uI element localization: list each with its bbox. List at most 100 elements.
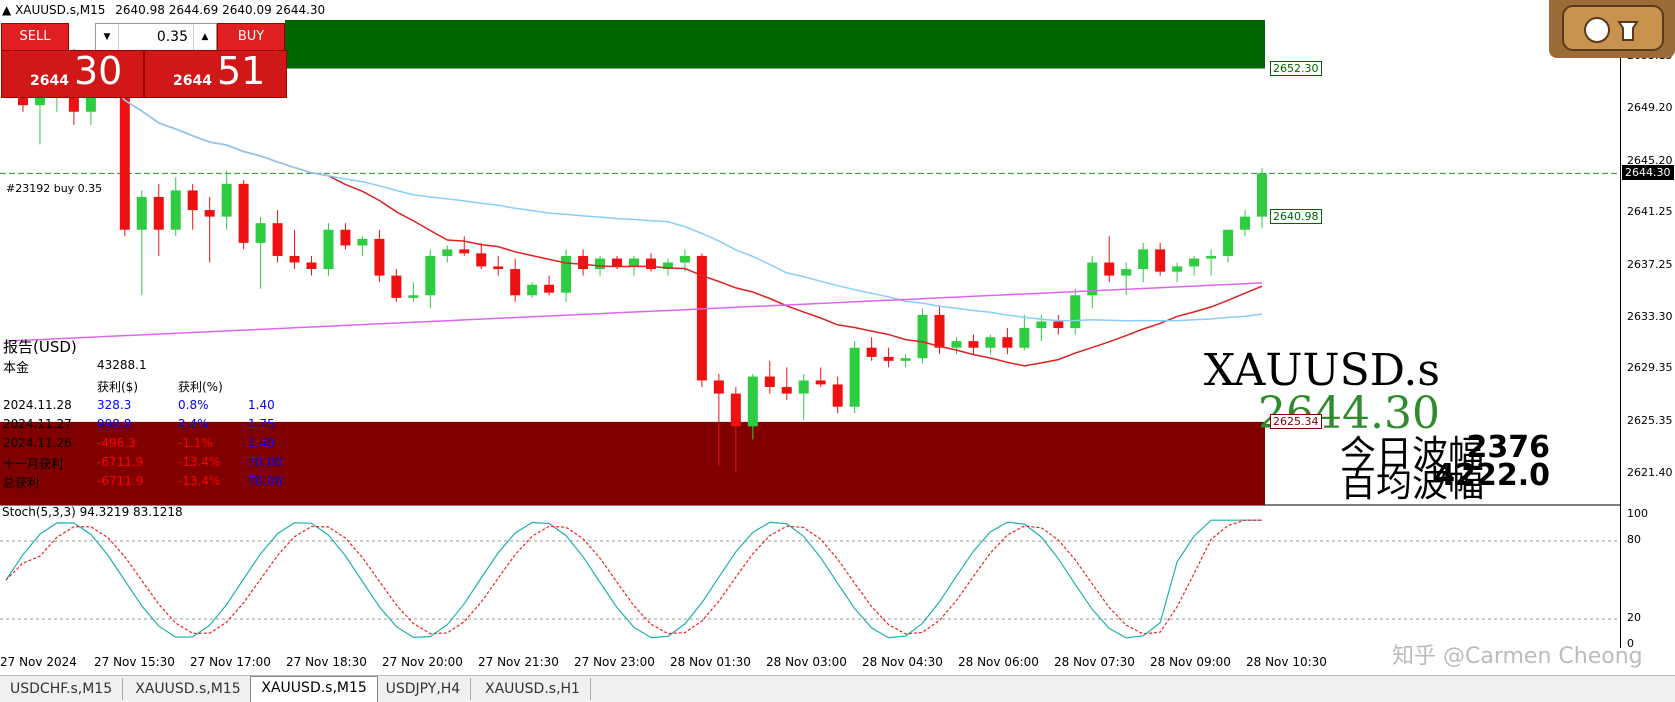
candle-body xyxy=(561,255,572,293)
candle-body xyxy=(527,284,538,296)
candle-body xyxy=(340,229,351,246)
candle-body xyxy=(425,255,436,296)
candle-body xyxy=(866,347,877,357)
price-axis-label: 2637.25 xyxy=(1627,257,1673,271)
lot-size-box[interactable]: ▼ 0.35 ▲ xyxy=(95,23,217,51)
candle-body xyxy=(1002,337,1013,348)
candle-body xyxy=(679,255,690,263)
stoch-main-line xyxy=(5,519,1262,639)
report-extra: 1.75 xyxy=(248,417,275,431)
chart-tabs: USDCHF.s,M15 XAUUSD.s,M15 XAUUSD.s,M15 USDJ… xyxy=(0,675,1675,702)
candle-body xyxy=(153,196,164,230)
time-axis-label: 27 Nov 20:00 xyxy=(382,655,463,669)
candle-body xyxy=(1019,328,1030,348)
time-axis-label: 27 Nov 15:30 xyxy=(94,655,175,669)
profit-pct-col-header: 获利(%) xyxy=(178,380,223,394)
candle-body xyxy=(119,59,130,230)
time-axis-label: 27 Nov 23:00 xyxy=(574,655,655,669)
candle-body xyxy=(1155,249,1166,272)
candle-body xyxy=(1240,216,1251,230)
candle-body xyxy=(883,356,894,361)
candle-body xyxy=(187,190,198,211)
candle-body xyxy=(272,223,283,256)
order-line-label[interactable]: #23192 buy 0.35 xyxy=(6,182,103,195)
sell-button[interactable]: SELL xyxy=(1,23,69,51)
report-date: 2024.11.26 xyxy=(3,436,72,450)
chart-tab[interactable]: XAUUSD.s,M15 xyxy=(250,676,378,702)
candle-body xyxy=(289,255,300,263)
collapse-triangle-icon[interactable]: ▲ xyxy=(2,3,12,17)
candle-body xyxy=(1104,262,1115,276)
watermark: 知乎 @Carmen Cheong xyxy=(1392,644,1643,669)
report-pct: -13.4% xyxy=(178,455,221,469)
report-profit: 328.3 xyxy=(97,398,132,412)
candle-body xyxy=(442,249,453,256)
price-chart[interactable] xyxy=(0,0,1620,675)
candle-body xyxy=(544,284,555,293)
close-price-tag: 2640.98 xyxy=(1270,208,1322,224)
candle-body xyxy=(1138,249,1149,270)
candle-body xyxy=(985,337,996,348)
candle-body xyxy=(1172,266,1183,272)
stoch-axis: 100 80 20 0 xyxy=(1620,505,1675,650)
candle-body xyxy=(968,341,979,348)
candle-body xyxy=(357,238,368,246)
report-profit: 998.8 xyxy=(97,417,132,431)
time-axis-label: 28 Nov 09:00 xyxy=(1150,655,1231,669)
report-extra: 1.40 xyxy=(248,398,275,412)
price-axis-label: 2641.25 xyxy=(1627,205,1673,219)
candle-body xyxy=(900,358,911,361)
sell-price-box[interactable]: 2644 30 xyxy=(1,49,144,98)
candle-body xyxy=(951,341,962,348)
candle-body xyxy=(476,253,487,267)
candle-body xyxy=(730,393,741,427)
price-axis-label: 2629.35 xyxy=(1627,361,1673,375)
candle-body xyxy=(1087,262,1098,296)
candle-body xyxy=(204,210,215,217)
time-axis-label: 28 Nov 07:30 xyxy=(1054,655,1135,669)
chart-area[interactable]: ▲ XAUUSD.s,M15 2640.98 2644.69 2640.09 2… xyxy=(0,0,1620,675)
price-axis-label: 2645.20 xyxy=(1627,153,1673,167)
chart-tab[interactable]: USDCHF.s,M15 xyxy=(0,678,124,700)
chart-tab[interactable]: XAUUSD.s,H1 xyxy=(475,678,591,700)
candle-body xyxy=(1257,173,1267,217)
tp-price-tag: 2652.30 xyxy=(1270,60,1322,76)
report-date: 十一月获利 xyxy=(3,457,64,471)
candle-body xyxy=(1189,258,1200,267)
chart-tab[interactable]: XAUUSD.s,M15 xyxy=(125,678,252,700)
chart-tab[interactable]: USDJPY,H4 xyxy=(376,678,472,700)
time-axis-label: 27 Nov 21:30 xyxy=(478,655,559,669)
candle-body xyxy=(662,262,673,270)
lot-decrease-icon[interactable]: ▼ xyxy=(96,24,119,50)
candle-body xyxy=(1223,229,1234,256)
candle-body xyxy=(1206,255,1217,259)
capital-value: 43288.1 xyxy=(97,358,147,372)
candle-body xyxy=(849,347,860,407)
report-pct: 2.4% xyxy=(178,417,209,431)
buy-price-box[interactable]: 2644 51 xyxy=(144,49,287,98)
chart-header: ▲ XAUUSD.s,M15 2640.98 2644.69 2640.09 2… xyxy=(2,3,325,17)
candle-body xyxy=(170,190,181,230)
candle-body xyxy=(612,258,623,267)
report-pct: -1.1% xyxy=(178,436,213,450)
candle-body xyxy=(1121,269,1132,276)
candle-body xyxy=(1070,295,1081,329)
overlay-price: 2644.30 xyxy=(1258,388,1440,439)
ma-blue-line xyxy=(5,65,1263,322)
buy-button[interactable]: BUY xyxy=(217,23,285,51)
candle-body xyxy=(934,314,945,348)
candle-body xyxy=(1053,321,1064,329)
stoch-label: Stoch(5,3,3) 94.3219 83.1218 xyxy=(2,505,183,519)
capital-label: 本金 xyxy=(3,361,30,376)
candle-body xyxy=(391,275,402,298)
time-axis-label: 28 Nov 10:30 xyxy=(1246,655,1327,669)
stoch-axis-label: 20 xyxy=(1627,611,1641,624)
report-extra: 70.00 xyxy=(248,455,283,469)
lot-increase-icon[interactable]: ▲ xyxy=(193,24,216,50)
candle-body xyxy=(136,196,147,230)
candle-body xyxy=(238,183,249,243)
lot-size-input[interactable]: 0.35 xyxy=(156,29,188,45)
overlay-symbol: XAUUSD.s xyxy=(1203,345,1440,396)
price-axis[interactable]: 2653.152649.202645.202641.252637.252633.… xyxy=(1620,0,1675,505)
candle-body xyxy=(510,269,521,296)
